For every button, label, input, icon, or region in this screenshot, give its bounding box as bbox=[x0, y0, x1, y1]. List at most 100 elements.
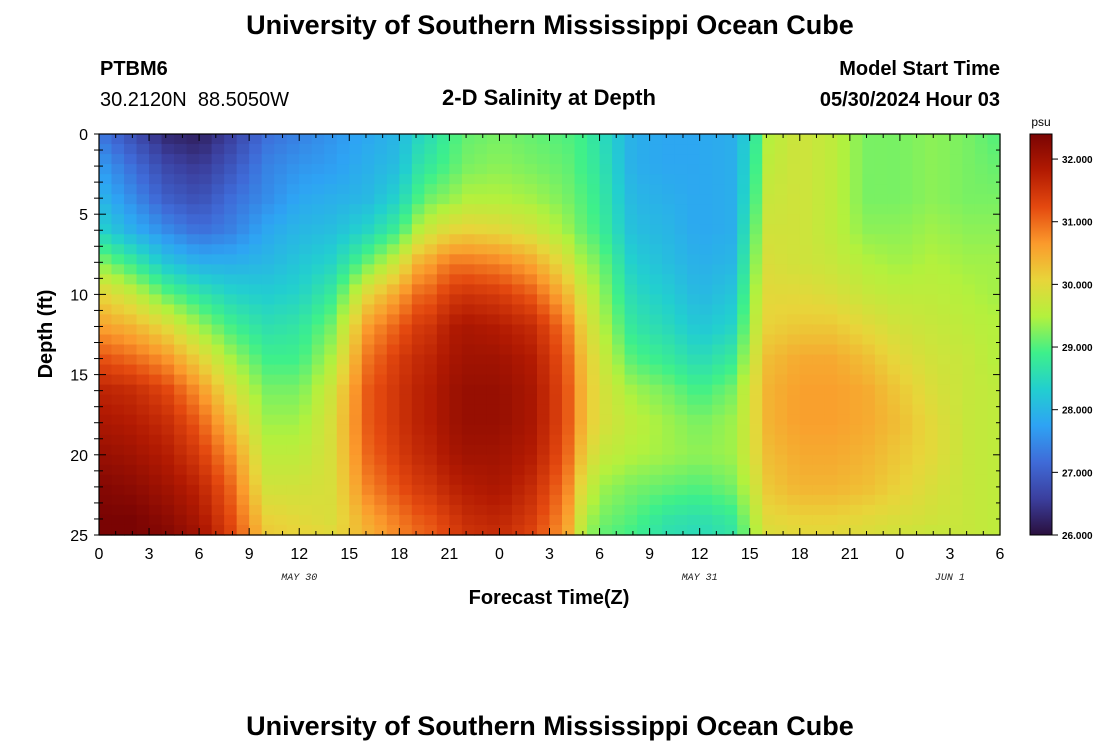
heatmap-cell bbox=[186, 174, 200, 185]
heatmap-cell bbox=[824, 184, 838, 195]
heatmap-cell bbox=[174, 304, 188, 316]
heatmap-cell bbox=[812, 404, 826, 416]
heatmap-cell bbox=[411, 254, 425, 265]
heatmap-cell bbox=[874, 154, 888, 165]
heatmap-cell bbox=[511, 184, 526, 195]
heatmap-cell bbox=[224, 394, 238, 406]
heatmap-cell bbox=[149, 494, 163, 506]
heatmap-cell bbox=[324, 524, 338, 536]
heatmap-cell bbox=[912, 464, 926, 476]
heatmap-cell bbox=[687, 284, 701, 296]
heatmap-cell bbox=[336, 264, 350, 275]
heatmap-cell bbox=[211, 424, 225, 436]
heatmap-cell bbox=[511, 274, 526, 285]
heatmap-cell bbox=[662, 454, 676, 466]
heatmap-cell bbox=[299, 174, 313, 185]
heatmap-cell bbox=[399, 254, 413, 265]
heatmap-cell bbox=[361, 524, 375, 536]
heatmap-cell bbox=[399, 414, 413, 426]
heatmap-cell bbox=[674, 274, 688, 285]
heatmap-cell bbox=[724, 454, 738, 466]
heatmap-cell bbox=[962, 474, 976, 486]
heatmap-cell bbox=[536, 404, 551, 416]
heatmap-cell bbox=[174, 264, 188, 275]
heatmap-cell bbox=[324, 404, 338, 416]
heatmap-cell bbox=[436, 504, 450, 516]
heatmap-cell bbox=[762, 274, 776, 285]
heatmap-cell bbox=[837, 304, 851, 316]
heatmap-cell bbox=[111, 404, 125, 416]
heatmap-cell bbox=[962, 374, 976, 386]
heatmap-cell bbox=[336, 324, 350, 336]
heatmap-cell bbox=[236, 454, 250, 466]
heatmap-cell bbox=[324, 434, 338, 446]
heatmap-cell bbox=[762, 204, 776, 215]
heatmap-cell bbox=[374, 134, 388, 145]
heatmap-cell bbox=[549, 144, 563, 155]
heatmap-cell bbox=[787, 204, 801, 215]
heatmap-cell bbox=[587, 264, 601, 275]
heatmap-cell bbox=[649, 214, 663, 225]
heatmap-cell bbox=[624, 234, 638, 245]
heatmap-cell bbox=[649, 484, 663, 496]
heatmap-cell bbox=[311, 294, 325, 306]
heatmap-cell bbox=[787, 224, 801, 235]
heatmap-cell bbox=[612, 184, 626, 195]
heatmap-cell bbox=[837, 264, 851, 275]
heatmap-cell bbox=[899, 404, 913, 416]
heatmap-cell bbox=[987, 504, 1001, 516]
heatmap-cell bbox=[511, 424, 526, 436]
heatmap-cell bbox=[599, 214, 613, 225]
heatmap-cell bbox=[912, 374, 926, 386]
heatmap-cell bbox=[799, 204, 813, 215]
heatmap-cell bbox=[749, 284, 763, 296]
heatmap-cell bbox=[124, 284, 138, 296]
heatmap-cell bbox=[499, 304, 513, 316]
heatmap-cell bbox=[912, 474, 926, 486]
x-tick-label: 3 bbox=[545, 546, 554, 563]
heatmap-cell bbox=[712, 134, 726, 145]
heatmap-cell bbox=[574, 474, 588, 486]
heatmap-cell bbox=[186, 254, 200, 265]
heatmap-cell bbox=[274, 474, 288, 486]
heatmap-cell bbox=[374, 424, 388, 436]
heatmap-cell bbox=[161, 354, 175, 366]
heatmap-cell bbox=[812, 464, 826, 476]
heatmap-cell bbox=[637, 404, 651, 416]
heatmap-cell bbox=[236, 424, 250, 436]
heatmap-cell bbox=[587, 184, 601, 195]
heatmap-cell bbox=[924, 204, 939, 215]
heatmap-cell bbox=[99, 474, 113, 486]
heatmap-cell bbox=[186, 514, 200, 526]
heatmap-cell bbox=[149, 474, 163, 486]
heatmap-cell bbox=[161, 384, 175, 396]
heatmap-cell bbox=[524, 394, 538, 406]
heatmap-cell bbox=[136, 434, 150, 446]
heatmap-cell bbox=[549, 264, 563, 275]
heatmap-cell bbox=[386, 394, 400, 406]
heatmap-cell bbox=[274, 434, 288, 446]
heatmap-cell bbox=[649, 404, 663, 416]
heatmap-cell bbox=[774, 464, 788, 476]
heatmap-cell bbox=[874, 264, 888, 275]
heatmap-cell bbox=[799, 244, 813, 255]
heatmap-cell bbox=[249, 284, 263, 296]
heatmap-cell bbox=[324, 324, 338, 336]
heatmap-cell bbox=[111, 334, 125, 346]
heatmap-cell bbox=[712, 484, 726, 496]
heatmap-cell bbox=[762, 194, 776, 205]
heatmap-cell bbox=[549, 194, 563, 205]
heatmap-cell bbox=[824, 324, 838, 336]
heatmap-cell bbox=[311, 244, 325, 255]
heatmap-cell bbox=[236, 494, 250, 506]
heatmap-cell bbox=[436, 434, 450, 446]
heatmap-cell bbox=[787, 344, 801, 356]
heatmap-cell bbox=[974, 454, 989, 466]
heatmap-cell bbox=[436, 414, 450, 426]
heatmap-cell bbox=[99, 334, 113, 346]
heatmap-cell bbox=[486, 464, 501, 476]
heatmap-cell bbox=[174, 274, 188, 285]
heatmap-cell bbox=[662, 394, 676, 406]
heatmap-cell bbox=[536, 394, 551, 406]
heatmap-cell bbox=[899, 524, 913, 536]
